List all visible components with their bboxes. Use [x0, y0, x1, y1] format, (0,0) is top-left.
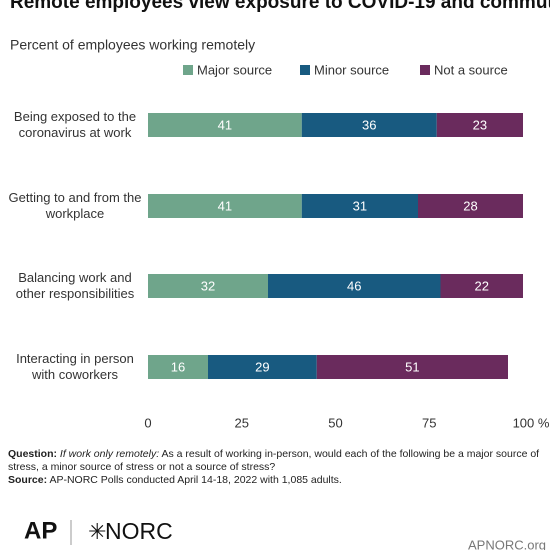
bar-segment: [436, 113, 523, 137]
bar-segment: [148, 113, 302, 137]
bar-segment: [268, 274, 441, 298]
category-label: Being exposed to the coronavirus at work: [13, 109, 137, 140]
note-label: Question:: [8, 448, 57, 460]
data-label: 41: [218, 117, 232, 132]
x-tick-label: 25: [235, 415, 249, 430]
data-label: 28: [463, 198, 477, 213]
bar-segment: [301, 194, 418, 218]
legend-swatch: [420, 65, 430, 75]
data-label: 41: [218, 198, 232, 213]
logo-star: ✳: [88, 519, 106, 544]
category-label: Balancing work and other responsibilitie…: [15, 270, 135, 301]
category-label: Getting to and from the workplace: [8, 190, 142, 221]
bar-segment: [148, 194, 302, 218]
data-label: 16: [171, 359, 185, 374]
category-label: Interacting in person with coworkers: [16, 351, 134, 382]
chart-subtitle: Percent of employees working remotely: [10, 37, 255, 53]
x-tick-label: 50: [328, 415, 342, 430]
bar-segment: [440, 274, 523, 298]
note-text: As a result of working in-person, would …: [8, 448, 540, 473]
legend-label: Minor source: [314, 62, 389, 77]
x-tick-label: 0: [144, 415, 151, 430]
bar-segment: [301, 113, 437, 137]
bar-segment: [418, 194, 523, 218]
url: APNORC.org: [468, 537, 546, 550]
bar-segment: [208, 355, 317, 379]
footnote: Question: If work only remotely: As a re…: [8, 448, 548, 487]
data-label: 22: [475, 278, 489, 293]
data-label: 36: [362, 117, 376, 132]
chart-title: Remote employees view exposure to COVID-…: [10, 0, 550, 13]
legend-swatch: [300, 65, 310, 75]
legend-label: Not a source: [434, 62, 508, 77]
logo-norc: NORC: [105, 518, 173, 544]
data-label: 31: [353, 198, 367, 213]
note-condition: If work only remotely:: [59, 448, 160, 460]
bar-segment: [148, 274, 268, 298]
source-label: Source:: [8, 474, 48, 486]
legend-swatch: [183, 65, 193, 75]
source-text: AP-NORC Polls conducted April 14-18, 202…: [49, 474, 342, 486]
data-label: 46: [347, 278, 361, 293]
bar-segment: [148, 355, 208, 379]
data-label: 23: [473, 117, 487, 132]
x-tick-label: 100 %: [513, 415, 550, 430]
legend-label: Major source: [197, 62, 272, 77]
data-label: 32: [201, 278, 215, 293]
x-tick-label: 75: [422, 415, 436, 430]
data-label: 29: [255, 359, 269, 374]
data-label: 51: [405, 359, 419, 374]
logo-ap: AP: [24, 517, 57, 544]
bar-segment: [316, 355, 508, 379]
